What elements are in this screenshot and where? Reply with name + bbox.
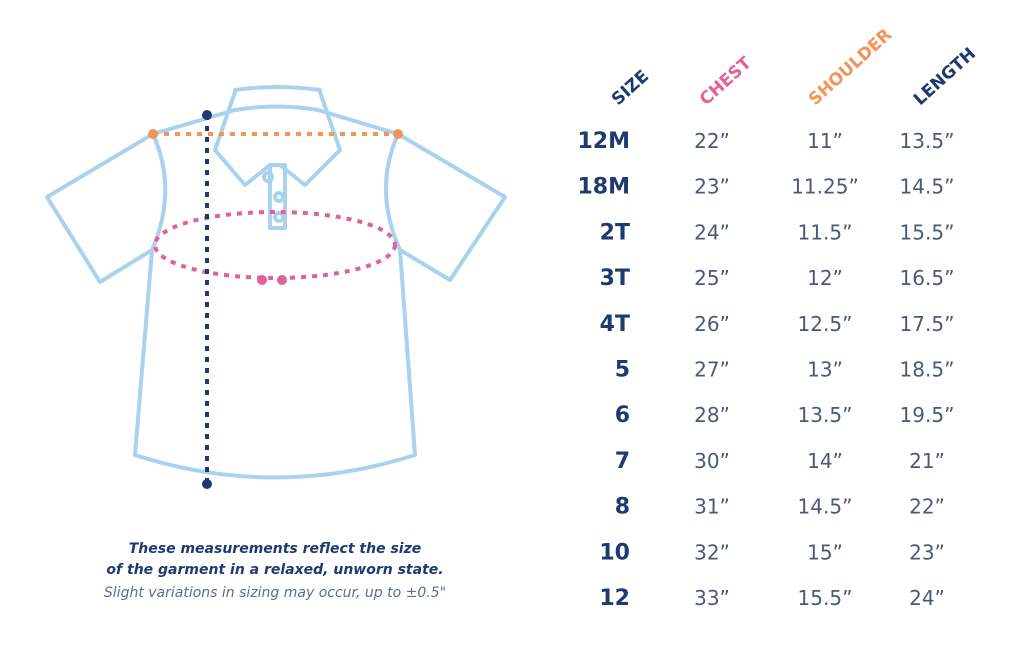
measurement: 15” bbox=[807, 540, 843, 564]
measurement: 25” bbox=[694, 266, 730, 290]
size-label: 12M bbox=[577, 129, 630, 154]
note-line: These measurements reflect the size bbox=[129, 541, 421, 557]
size-label: 10 bbox=[599, 540, 630, 565]
size-label: 3T bbox=[600, 266, 630, 291]
measurement: 32” bbox=[694, 540, 730, 564]
measurement: 30” bbox=[694, 449, 730, 473]
measurement: 15.5” bbox=[900, 220, 955, 244]
column-header: SIZE bbox=[608, 66, 653, 109]
measurement: 23” bbox=[694, 175, 730, 199]
measurement: 17.5” bbox=[900, 312, 955, 336]
measurement: 28” bbox=[694, 403, 730, 427]
size-label: 5 bbox=[615, 358, 630, 383]
measurement: 12.5” bbox=[798, 312, 853, 336]
measurement: 26” bbox=[694, 312, 730, 336]
column-header: CHEST bbox=[696, 53, 756, 110]
column-header: LENGTH bbox=[910, 44, 980, 110]
measurement: 27” bbox=[694, 358, 730, 382]
shirt-illustration bbox=[45, 85, 507, 489]
measurement: 13” bbox=[807, 358, 843, 382]
measurement: 11” bbox=[807, 129, 843, 153]
size-label: 4T bbox=[600, 312, 630, 337]
measurement: 21” bbox=[909, 449, 945, 473]
measurement: 33” bbox=[694, 586, 730, 610]
size-label: 7 bbox=[615, 449, 630, 474]
size-label: 2T bbox=[600, 220, 630, 245]
measurement: 14” bbox=[807, 449, 843, 473]
measurement: 24” bbox=[909, 586, 945, 610]
measurement: 22” bbox=[909, 495, 945, 519]
measurement: 13.5” bbox=[900, 129, 955, 153]
measurement: 13.5” bbox=[798, 403, 853, 427]
measurement: 15.5” bbox=[798, 586, 853, 610]
measurement: 11.25” bbox=[791, 175, 859, 199]
disclaimer: Slight variations in sizing may occur, u… bbox=[104, 585, 446, 601]
column-header: SHOULDER bbox=[805, 25, 896, 110]
size-label: 12 bbox=[599, 586, 630, 611]
measurement: 11.5” bbox=[798, 220, 853, 244]
size-label: 8 bbox=[615, 495, 630, 520]
measurement: 14.5” bbox=[900, 175, 955, 199]
measurement: 16.5” bbox=[900, 266, 955, 290]
size-table: SIZE CHEST SHOULDER LENGTH 12M 22” 11” 13.5” 18M… bbox=[577, 25, 979, 611]
size-label: 6 bbox=[615, 403, 630, 428]
measurement: 18.5” bbox=[900, 358, 955, 382]
measurement: 22” bbox=[694, 129, 730, 153]
measurement: 12” bbox=[807, 266, 843, 290]
measurement: 14.5” bbox=[798, 495, 853, 519]
size-label: 18M bbox=[577, 175, 630, 200]
measurement: 23” bbox=[909, 540, 945, 564]
measurement: 24” bbox=[694, 220, 730, 244]
measurement: 19.5” bbox=[900, 403, 955, 427]
measurement: 31” bbox=[694, 495, 730, 519]
note-line: of the garment in a relaxed, unworn stat… bbox=[106, 562, 443, 578]
